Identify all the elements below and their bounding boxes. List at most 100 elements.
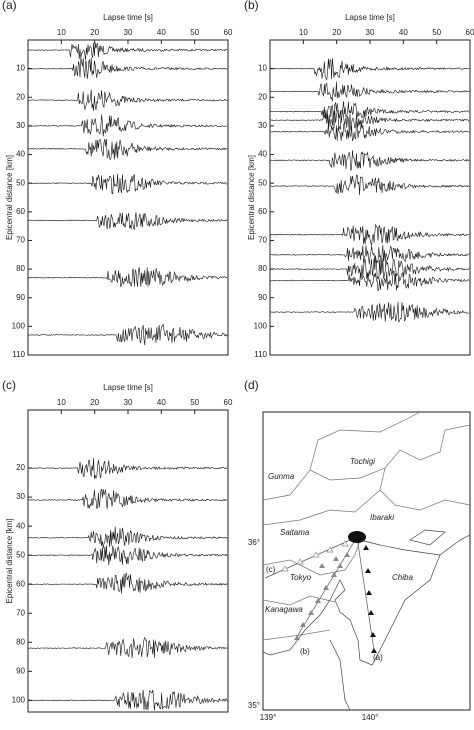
map-frame	[262, 411, 471, 711]
profile-label: (c)	[266, 565, 276, 574]
lat-label: 35°	[248, 701, 260, 710]
x-axis-title: Lapse time [s]	[345, 13, 395, 22]
seismogram-trace	[270, 244, 470, 266]
stations-b	[294, 552, 350, 640]
place-name: Tochigi	[350, 457, 375, 466]
y-tick-label: 50	[258, 178, 267, 187]
seismogram-trace	[27, 526, 228, 549]
seismogram-trace	[27, 323, 228, 346]
y-tick-label: 70	[16, 236, 25, 245]
y-tick-label: 30	[258, 121, 267, 130]
seismogram-trace	[269, 81, 470, 102]
y-tick-label: 10	[258, 64, 267, 73]
seismogram-trace	[27, 636, 228, 659]
x-tick-label: 60	[224, 398, 233, 407]
x-tick-label: 10	[57, 28, 66, 37]
y-tick-label: 50	[16, 550, 25, 559]
panel-label: (b)	[244, 0, 259, 12]
y-tick-label: 90	[16, 666, 25, 675]
seismogram-trace	[269, 150, 470, 171]
y-tick-label: 100	[12, 695, 26, 704]
y-tick-label: 80	[16, 637, 25, 646]
y-tick-label: 60	[16, 579, 25, 588]
x-tick-label: 30	[124, 398, 133, 407]
y-tick-label: 80	[16, 264, 25, 273]
plot-frame	[269, 39, 471, 356]
seismogram-trace	[27, 138, 228, 161]
seismogram-trace	[269, 58, 470, 81]
x-tick-label: 20	[90, 398, 99, 407]
seismogram-trace	[269, 258, 470, 280]
y-tick-label: 40	[16, 150, 25, 159]
profile-label: (b)	[300, 647, 310, 656]
place-name: Tokyo	[290, 573, 312, 582]
seismogram-trace	[27, 689, 228, 711]
seismogram-trace	[269, 109, 470, 131]
y-tick-label: 70	[258, 236, 267, 245]
y-axis-title: Epicentral distance [km]	[5, 155, 14, 240]
lon-label: 139°	[260, 713, 277, 722]
y-axis-title: Epicentral distance [km]	[247, 155, 256, 240]
y-tick-label: 50	[16, 178, 25, 187]
seismogram-trace	[27, 42, 228, 61]
x-tick-label: 50	[432, 28, 441, 37]
seismogram-trace	[27, 89, 228, 111]
y-tick-label: 40	[16, 521, 25, 530]
seismogram-trace	[27, 212, 228, 230]
lon-label: 140°	[362, 713, 379, 722]
stations-c	[281, 540, 349, 572]
y-tick-label: 60	[258, 207, 267, 216]
y-tick-label: 100	[12, 321, 26, 330]
seismogram-trace	[28, 57, 228, 79]
y-tick-label: 70	[16, 608, 25, 617]
y-tick-label: 30	[16, 492, 25, 501]
seismogram-trace	[28, 545, 228, 566]
profile-label: (a)	[373, 653, 383, 662]
x-tick-label: 40	[157, 398, 166, 407]
seismogram-trace	[27, 572, 228, 594]
seismogram-trace	[269, 174, 470, 196]
seismogram-trace	[27, 267, 228, 288]
seismogram-trace	[269, 270, 470, 292]
y-tick-label: 10	[16, 64, 25, 73]
profile-lines	[264, 536, 375, 651]
x-tick-label: 20	[332, 28, 341, 37]
y-tick-label: 80	[258, 264, 267, 273]
x-tick-label: 50	[190, 28, 199, 37]
seismogram-trace	[269, 224, 470, 246]
y-tick-label: 110	[254, 350, 267, 359]
x-tick-label: 60	[466, 28, 474, 37]
panel-label: (d)	[244, 378, 259, 392]
x-tick-label: 50	[190, 398, 199, 407]
x-tick-label: 10	[57, 398, 66, 407]
y-tick-label: 110	[12, 350, 25, 359]
panel-label: (a)	[2, 0, 17, 12]
seismogram-trace	[269, 101, 470, 123]
stations-a	[363, 545, 377, 653]
plot-frame	[27, 39, 229, 356]
y-tick-label: 90	[258, 293, 267, 302]
x-axis-title: Lapse time [s]	[103, 383, 153, 392]
seismogram-trace	[27, 114, 228, 137]
y-tick-label: 20	[16, 92, 25, 101]
x-tick-label: 30	[124, 28, 133, 37]
map: (d) Tochigi Gunma Ibaraki Saitama Tokyo Chiba K…	[244, 378, 471, 722]
panel-label: (c)	[2, 378, 16, 392]
seismogram-trace	[28, 173, 228, 195]
seismogram-trace	[27, 488, 228, 509]
x-axis-title: Lapse time [s]	[103, 13, 153, 22]
x-tick-label: 40	[157, 28, 166, 37]
y-tick-label: 90	[16, 293, 25, 302]
x-tick-label: 20	[90, 28, 99, 37]
y-tick-label: 100	[254, 321, 268, 330]
y-tick-label: 60	[16, 207, 25, 216]
place-name: Kanagawa	[265, 605, 303, 614]
y-tick-label: 20	[258, 92, 267, 101]
x-tick-label: 10	[299, 28, 308, 37]
x-tick-label: 40	[399, 28, 408, 37]
source-region	[348, 531, 366, 543]
place-name: Gunma	[268, 472, 295, 481]
plot-frame	[27, 409, 229, 713]
x-tick-label: 60	[224, 28, 233, 37]
